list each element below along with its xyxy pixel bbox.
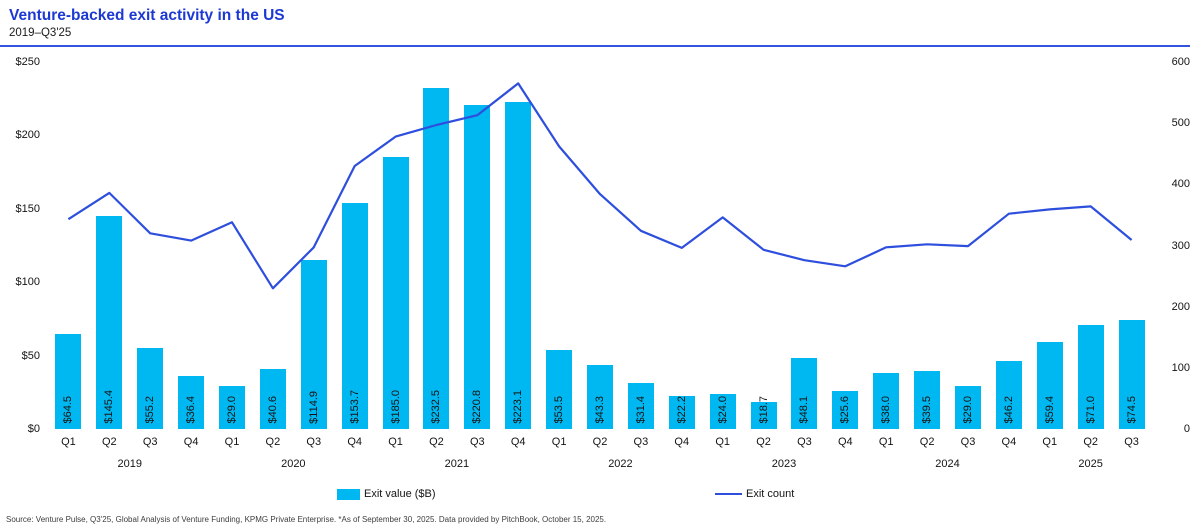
legend-item-exit-count: Exit count [715,487,794,501]
x-axis-tick: Q4 [347,436,362,448]
bar: $74.5 [1118,319,1145,429]
x-axis-tick: Q2 [919,436,935,448]
year-label: 2025 [1078,458,1103,470]
x-axis-tick: Q2 [101,436,117,448]
year-label: 2024 [935,458,960,470]
chart-subtitle: 2019–Q3'25 [9,27,72,39]
x-axis-tick: Q1 [715,436,730,448]
y-axis-tick-right: 300 [1171,239,1190,252]
y-axis-tick-left: $0 [27,423,40,435]
bar: $29.0 [219,386,245,429]
bar: $24.0 [709,393,736,429]
x-axis-tick: Q1 [878,436,894,448]
y-axis-tick-right: 400 [1171,178,1190,191]
year-label: 2023 [771,458,797,470]
x-axis-tick: Q2 [429,436,444,448]
x-axis-tick: Q2 [265,436,281,448]
bar: $48.1 [791,358,818,429]
bar: $223.1 [505,101,532,429]
x-axis-tick: Q3 [306,436,322,448]
bar: $38.0 [873,373,900,429]
x-axis-tick: Q1 [388,436,403,448]
exit-count-line [67,82,1133,290]
chart-title: Venture-backed exit activity in the US [9,7,285,24]
x-axis-tick: Q2 [1083,436,1098,448]
y-axis-tick-right: 500 [1171,117,1190,130]
year-label: 2019 [117,458,142,470]
y-axis-tick-right: 600 [1171,56,1190,68]
bar: $153.7 [341,203,368,429]
year-label: 2020 [281,458,306,470]
x-axis-tick: Q4 [674,436,690,448]
y-axis-tick-left: $100 [15,276,40,289]
source-text: Source: Venture Pulse, Q3'25, Global Ana… [6,515,607,524]
y-axis-tick-left: $200 [15,129,40,142]
exit-count-swatch-icon [715,493,742,495]
year-label: 2022 [608,458,633,470]
bar: $220.8 [464,104,491,429]
x-axis-tick: Q1 [61,436,76,448]
bar: $64.5 [55,334,82,429]
x-axis-tick: Q4 [183,436,199,448]
bar: $40.6 [259,369,286,429]
bar: $46.2 [995,361,1022,429]
bar: $55.2 [137,347,164,429]
bar: $53.5 [546,350,573,429]
bar: $18.7 [750,396,777,429]
x-axis-tick: Q4 [510,436,526,448]
bar: $145.4 [96,215,123,429]
y-axis-tick-left: $150 [15,202,40,215]
x-axis-tick: Q3 [633,436,649,448]
bar: $31.4 [627,382,654,429]
legend-label-exit-value: Exit value ($B) [364,488,436,500]
bar: $185.0 [382,157,409,429]
bar: $36.4 [178,375,205,429]
x-axis-tick: Q4 [837,436,853,448]
bar: $29.0 [955,386,981,429]
y-axis-tick-right: 0 [1183,423,1190,435]
x-axis-tick: Q3 [469,436,485,448]
x-axis-tick: Q3 [797,436,812,448]
x-axis-tick: Q1 [224,436,240,448]
x-axis-tick: Q2 [592,436,608,448]
x-axis-tick: Q1 [1042,436,1058,448]
bar: $25.6 [832,391,859,429]
legend-item-exit-value: Exit value ($B) [337,487,436,501]
y-axis-tick-right: 200 [1171,300,1190,313]
exit-value-swatch-icon [337,488,360,500]
title-divider [0,45,1190,47]
bar: $43.3 [587,365,613,429]
bar: $114.9 [300,260,327,429]
x-axis-tick: Q2 [756,436,771,448]
y-axis-tick-left: $50 [21,349,40,362]
legend-label-exit-count: Exit count [746,488,795,500]
bar: $39.5 [914,371,941,429]
x-axis-tick: Q3 [1124,436,1139,448]
x-axis-tick: Q3 [142,436,158,448]
bar: $71.0 [1077,324,1104,429]
bar: $22.2 [668,396,695,429]
y-axis-tick-right: 100 [1171,361,1190,374]
bar: $59.4 [1036,341,1063,429]
plot-area: $64.5 $145.4 $55.2 $36.4 $29.0 $40.6 $114.9 $15… [48,62,1152,429]
bar: $232.5 [423,87,450,429]
year-label: 2021 [444,458,470,470]
x-axis-tick: Q3 [960,436,976,448]
x-axis-tick: Q1 [551,436,567,448]
y-axis-tick-left: $250 [15,56,40,68]
x-axis-tick: Q4 [1001,436,1017,448]
